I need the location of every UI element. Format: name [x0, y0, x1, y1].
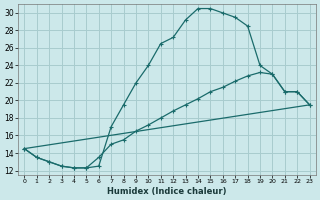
X-axis label: Humidex (Indice chaleur): Humidex (Indice chaleur)	[107, 187, 227, 196]
